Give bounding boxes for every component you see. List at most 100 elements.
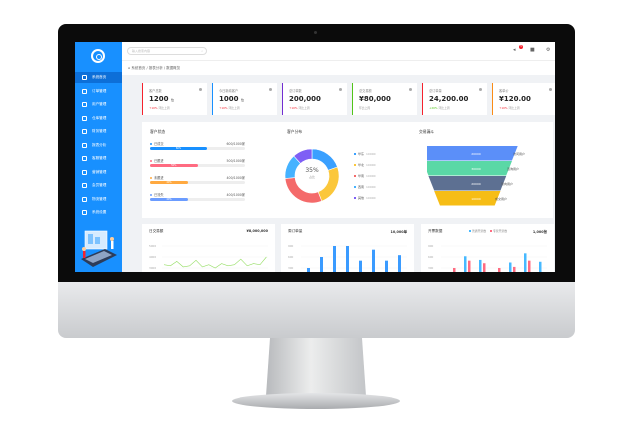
stat-title: 总订单数	[289, 89, 302, 93]
stat-note: 环比上周	[359, 106, 371, 110]
bar[interactable]	[307, 268, 310, 272]
funnel-layer[interactable]	[434, 191, 501, 206]
info-icon[interactable]	[549, 88, 552, 91]
sidebar-item[interactable]: 财务管理	[75, 126, 122, 137]
bar[interactable]	[479, 259, 482, 272]
stat-card[interactable]: 总订单数 200,000 ↑10% 环比上周	[282, 83, 347, 115]
daily-revenue-card: 5000 4000 3000 日交易额 ¥8,000,000	[142, 224, 275, 272]
stat-card[interactable]: 总订单量 24,200.00 ↓20% 环比上周	[422, 83, 487, 115]
lock-icon[interactable]: ■	[530, 47, 535, 53]
bar[interactable]	[464, 256, 467, 272]
info-icon[interactable]	[479, 88, 482, 91]
sidebar-item[interactable]: 会员管理	[75, 180, 122, 191]
bar[interactable]	[398, 255, 401, 272]
bar[interactable]	[359, 260, 362, 272]
menu-icon	[82, 142, 87, 148]
legend-swatch	[354, 175, 356, 177]
bar[interactable]	[346, 246, 349, 272]
y-tick-label: 300	[288, 266, 294, 270]
bar[interactable]	[333, 246, 336, 272]
stat-footer: ↑10% 环比上周	[219, 106, 240, 110]
bar[interactable]	[513, 266, 516, 272]
stat-card[interactable]: 客户总数 1200 位 ↑10% 环比上周	[142, 83, 207, 115]
stat-title: 客单价	[499, 89, 509, 93]
stat-card[interactable]: 今日新增客户 1000 位 ↑10% 环比上周	[212, 83, 277, 115]
legend-swatch	[354, 153, 356, 155]
funnel-layer[interactable]	[427, 146, 518, 161]
bar[interactable]	[539, 261, 542, 272]
progress-value: 500/1000家	[226, 159, 245, 163]
stat-trend: ↑10%	[219, 106, 228, 110]
legend-label: 西南	[358, 185, 365, 189]
search-input[interactable]: 输入搜索内容 ⌕	[127, 47, 207, 55]
gear-icon[interactable]: ⚙	[546, 47, 551, 53]
bar[interactable]	[498, 268, 501, 272]
bar[interactable]	[483, 263, 486, 272]
info-icon[interactable]	[199, 88, 202, 91]
funnel-layer[interactable]	[427, 161, 512, 176]
menu-icon	[82, 169, 87, 175]
weekly-orders-card: 900 600 300 周订单量 10,000单	[281, 224, 414, 272]
sidebar-item[interactable]: 物流管理	[75, 194, 122, 205]
menu-icon	[82, 75, 87, 80]
donut-slice[interactable]	[293, 148, 313, 164]
bar[interactable]	[453, 268, 456, 272]
legend-swatch	[490, 230, 492, 232]
legend-swatch	[354, 164, 356, 166]
dot-icon	[150, 160, 152, 162]
menu-icon	[82, 156, 87, 161]
sidebar-item[interactable]: 系统设置	[75, 207, 122, 218]
stat-unit: 位	[170, 98, 174, 102]
donut-slice[interactable]	[284, 177, 323, 204]
donut-chart	[284, 148, 340, 204]
legend-item: 华北 10000	[354, 163, 376, 167]
notification-icon[interactable]: ◂	[513, 47, 516, 53]
bar[interactable]	[468, 260, 471, 272]
progress-fill: 60%	[150, 147, 207, 150]
funnel-layer[interactable]	[428, 176, 507, 191]
stat-card[interactable]: 总交易额 ¥80,000 环比上周	[352, 83, 417, 115]
progress-label: 未跟进	[154, 176, 164, 180]
sidebar-item[interactable]: 报表分析	[75, 140, 122, 151]
progress-value: 400/1000家	[226, 193, 245, 197]
stat-trend: ↑10%	[149, 106, 158, 110]
sidebar-item[interactable]: 仓库管理	[75, 113, 122, 124]
y-tick-label: 900	[288, 244, 294, 248]
progress-label: 已流失	[154, 193, 164, 197]
legend-label: 华南	[358, 174, 365, 178]
sidebar-item[interactable]: 客服管理	[75, 153, 122, 164]
legend-item: 普通开票数	[469, 229, 486, 233]
stat-number: 24,200.00	[429, 95, 469, 103]
weekly-title: 周订单量	[288, 229, 303, 233]
sidebar-item[interactable]: 营销管理	[75, 167, 122, 178]
y-tick-label: 900	[428, 244, 434, 248]
funnel-label: 成交用户	[495, 196, 507, 201]
bar[interactable]	[320, 257, 323, 272]
bar[interactable]	[509, 262, 512, 273]
stat-trend: ↑10%	[289, 106, 298, 110]
funnel-chart: 20000 访问用户 30000 咨询用户 20000 意向用户 10000 成交用户	[427, 146, 525, 206]
bar[interactable]	[372, 249, 375, 272]
info-icon[interactable]	[339, 88, 342, 91]
stat-number: 200,000	[289, 95, 321, 103]
stat-trend: ↑10%	[499, 106, 508, 110]
sidebar-item[interactable]: 系统首页	[75, 72, 122, 83]
invoice-title: 开票数据	[428, 229, 443, 233]
menu-icon	[82, 102, 87, 107]
info-icon[interactable]	[409, 88, 412, 91]
legend-item: 华南 10000	[354, 174, 376, 178]
sidebar-item[interactable]: 用户管理	[75, 99, 122, 110]
info-icon[interactable]	[269, 88, 272, 91]
legend-label: 华东	[358, 152, 365, 156]
daily-title: 日交易额	[149, 229, 164, 233]
sidebar-item-label: 报表分析	[92, 142, 107, 147]
stat-card[interactable]: 客单价 ¥120.00 ↑10% 环比上周	[492, 83, 555, 115]
bar[interactable]	[528, 260, 531, 272]
sidebar-item-label: 系统首页	[92, 75, 107, 79]
sidebar-item[interactable]: 订单管理	[75, 86, 122, 97]
bar[interactable]	[385, 260, 388, 272]
y-tick-label: 3000	[149, 266, 156, 270]
legend-label: 专票开票数	[493, 229, 507, 233]
bar[interactable]	[524, 253, 527, 272]
invoice-total: 1,000张	[532, 230, 547, 234]
